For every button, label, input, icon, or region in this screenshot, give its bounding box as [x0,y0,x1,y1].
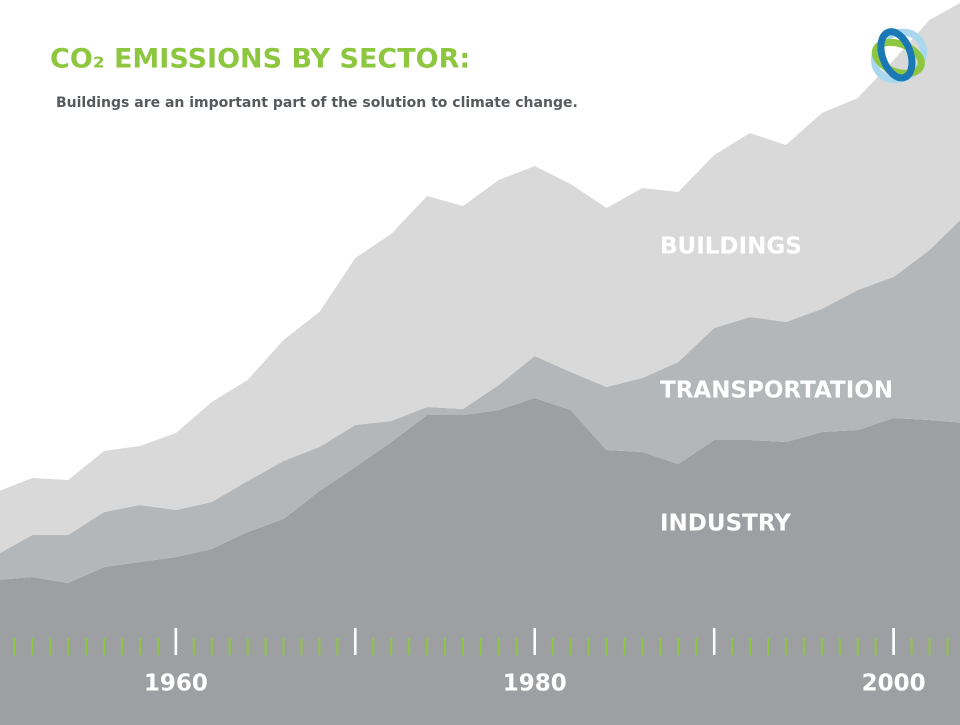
x-tick-label: 1960 [144,671,208,697]
x-axis: 1960 1980 2000 [13,628,949,697]
logo [871,28,927,84]
x-tick-label: 2000 [862,671,926,697]
chart-title: CO₂ EMISSIONS BY SECTOR: [50,44,470,75]
area [0,398,960,725]
area [0,2,960,553]
x-tick-label: 1980 [503,671,567,697]
series-label: INDUSTRY [660,511,791,537]
area [0,220,960,583]
series-label: BUILDINGS [660,234,802,260]
chart-subtitle: Buildings are an important part of the s… [56,95,578,111]
series-label: TRANSPORTATION [660,378,893,404]
